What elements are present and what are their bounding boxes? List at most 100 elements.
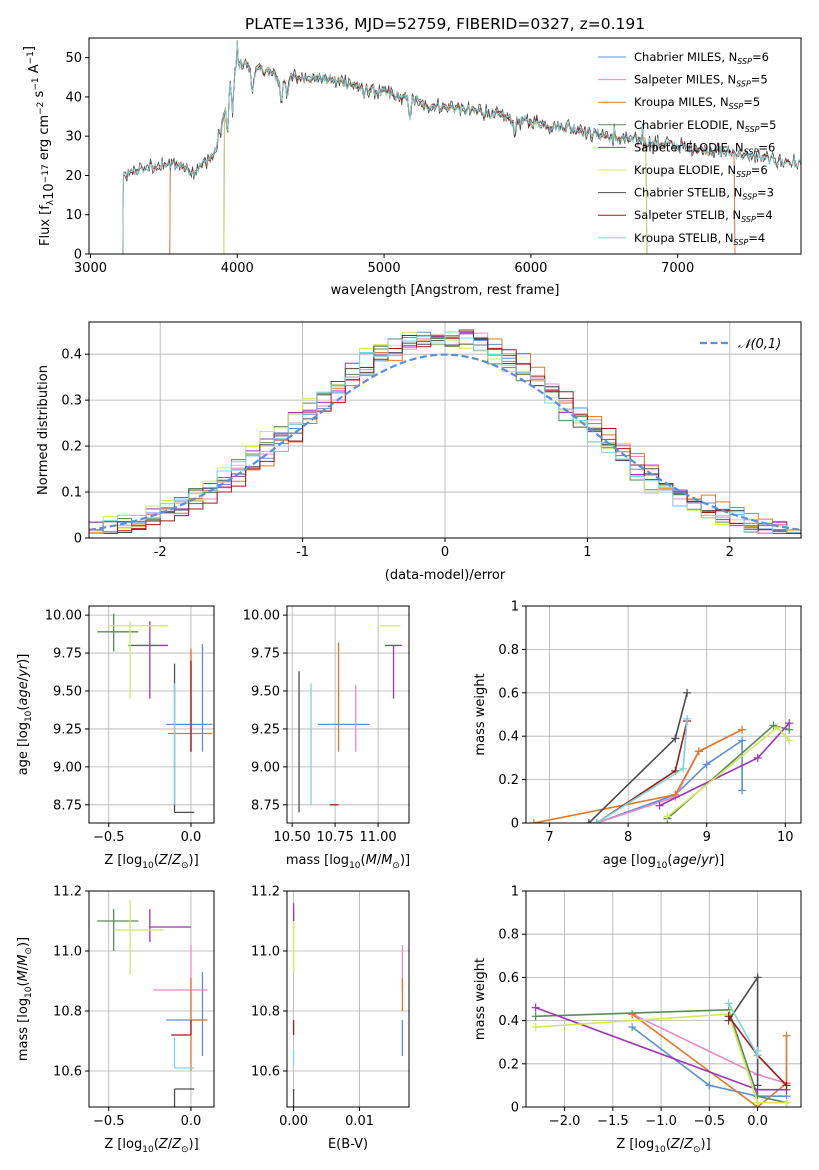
axes-frame	[88, 37, 802, 255]
mass_weight_vs_Z-panel: −2.0 −1.5 −1.0 −0.5 0.0 0 0.2 0.4 0.6 0.8 1 Z [log1…	[473, 885, 802, 1155]
legend-label: 𝒩(0,1)	[738, 337, 781, 352]
x-axis-label: (data-model)/error	[385, 568, 506, 583]
plot-area	[529, 688, 794, 823]
chart-title: PLATE=1336, MJD=52759, FIBERID=0327, z=0…	[245, 15, 645, 33]
x-tick-label: 2	[726, 545, 734, 560]
x-tick-label: −0.5	[694, 1114, 726, 1129]
y-tick-label: 0	[511, 817, 519, 832]
y-tick-label: 10.8	[251, 1005, 280, 1020]
legend-label: Chabrier ELODIE, NSSP=5	[634, 118, 776, 134]
weight-line	[631, 1013, 788, 1107]
grid	[287, 606, 409, 823]
x-tick-label: 1	[583, 545, 591, 560]
y-axis-label: mass [log10(M/M⊙)]	[16, 937, 34, 1061]
x-tick-label: 4000	[221, 261, 254, 276]
plot-area	[89, 329, 801, 534]
axes-frame	[286, 890, 410, 1108]
grid	[89, 890, 214, 1107]
y-tick-label: 0.6	[498, 686, 519, 701]
legend-label: Salpeter ELODIE, NSSP=6	[634, 140, 775, 156]
y-tick-label: 9.25	[251, 722, 280, 737]
y-tick-label: 9.00	[251, 760, 280, 775]
x-tick-label: 5000	[368, 261, 401, 276]
spectrum-line	[223, 40, 648, 254]
weight-line	[596, 738, 743, 823]
weight-line	[659, 722, 790, 807]
axes-frame	[525, 605, 802, 824]
y-tick-label: 30	[65, 130, 82, 145]
axes-frame	[88, 890, 215, 1108]
x-axis-label: Z [log10(Z/Z⊙)]	[616, 1137, 710, 1155]
x-tick-label: −2.0	[549, 1114, 581, 1129]
y-tick-label: 0.8	[498, 928, 519, 943]
y-tick-label: 0.1	[61, 486, 82, 501]
legend-label: Kroupa STELIB, NSSP=4	[634, 231, 765, 247]
y-tick-label: 0.6	[498, 971, 519, 986]
y-tick-label: 0	[74, 532, 82, 547]
plot-area	[292, 903, 404, 1107]
y-tick-label: 11.0	[251, 945, 280, 960]
y-tick-label: 11.2	[251, 885, 280, 900]
x-tick-label: 0	[441, 545, 449, 560]
axes-frame	[88, 605, 215, 824]
y-tick-label: 10.6	[251, 1065, 280, 1080]
axes-frame	[286, 605, 410, 824]
legend: 𝒩(0,1)	[700, 337, 781, 352]
spectrum-line	[223, 42, 648, 254]
grid	[287, 890, 409, 1107]
grid	[89, 606, 214, 823]
legend-label: Salpeter MILES, NSSP=5	[634, 73, 768, 89]
y-tick-label: 40	[65, 90, 82, 105]
y-tick-label: 20	[65, 169, 82, 184]
x-tick-label: 10.75	[317, 830, 354, 845]
x-tick-label: −0.5	[93, 1114, 125, 1129]
mass_weight_vs_age-panel: 7 8 9 10 0 0.2 0.4 0.6 0.8 1 age [log10(age/yr)] ma…	[473, 600, 802, 871]
y-tick-label: 0.4	[498, 730, 519, 745]
legend: Chabrier MILES, NSSP=6 Salpeter MILES, NS…	[598, 50, 776, 247]
y-tick-label: 0.8	[498, 643, 519, 658]
mass_vs_Z-panel: −0.5 0.0 10.6 10.8 11.0 11.2 Z [log10(Z/Z⊙)] ma…	[16, 885, 215, 1155]
x-axis-label: wavelength [Angstrom, rest frame]	[331, 283, 560, 298]
y-axis-label: Flux [fλ10−17 erg cm−2 s−1 A−1]	[22, 46, 57, 246]
y-tick-label: 1	[511, 600, 519, 615]
x-axis-label: Z [log10(Z/Z⊙)]	[104, 1137, 198, 1155]
histogram-step	[89, 338, 801, 534]
y-tick-label: 10.00	[45, 609, 82, 624]
x-tick-label: 7	[545, 830, 553, 845]
x-tick-label: 8	[624, 830, 632, 845]
y-tick-label: 0.2	[61, 440, 82, 455]
x-tick-label: 6000	[514, 261, 547, 276]
weight-line	[535, 1013, 787, 1104]
x-tick-label: −0.5	[93, 830, 125, 845]
weight-line	[727, 974, 759, 1086]
y-tick-label: 1	[511, 885, 519, 900]
plot-area	[298, 625, 403, 813]
y-axis-label: mass weight	[473, 958, 488, 1040]
plot-area	[531, 973, 791, 1107]
y-tick-label: 0.4	[61, 348, 82, 363]
legend-label: Kroupa ELODIE, NSSP=6	[634, 163, 768, 179]
x-tick-label: −1.0	[645, 1114, 677, 1129]
y-tick-label: 10.6	[53, 1065, 82, 1080]
x-tick-label: 9	[703, 830, 711, 845]
y-tick-label: 9.25	[53, 722, 82, 737]
x-tick-label: 10.50	[274, 830, 311, 845]
x-tick-label: 0.0	[181, 830, 202, 845]
plot-area	[97, 900, 208, 1107]
y-tick-label: 10.8	[53, 1005, 82, 1020]
mass-vs-ebv-panel: 0.00 0.01 10.6 10.8 11.0 11.2 E(B-V)	[251, 885, 410, 1152]
y-axis-label: mass weight	[473, 673, 488, 755]
x-tick-label: -2	[154, 545, 167, 560]
y-tick-label: 50	[65, 51, 82, 66]
x-tick-label: 7000	[661, 261, 694, 276]
x-axis-label: E(B-V)	[328, 1137, 368, 1152]
x-tick-label: 10	[777, 830, 794, 845]
legend-label: Chabrier STELIB, NSSP=3	[634, 186, 774, 202]
x-tick-label: 3000	[74, 261, 107, 276]
age_vs_mass-panel: 10.50 10.75 11.00 8.75 9.00 9.25 9.50 9.75 10.00…	[243, 605, 410, 871]
x-axis-label: mass [log10(M/M⊙)]	[286, 853, 410, 871]
y-tick-label: 0.2	[498, 1057, 519, 1072]
y-tick-label: 0.4	[498, 1014, 519, 1029]
x-tick-label: 0.00	[279, 1114, 308, 1129]
axes-frame	[525, 890, 802, 1108]
